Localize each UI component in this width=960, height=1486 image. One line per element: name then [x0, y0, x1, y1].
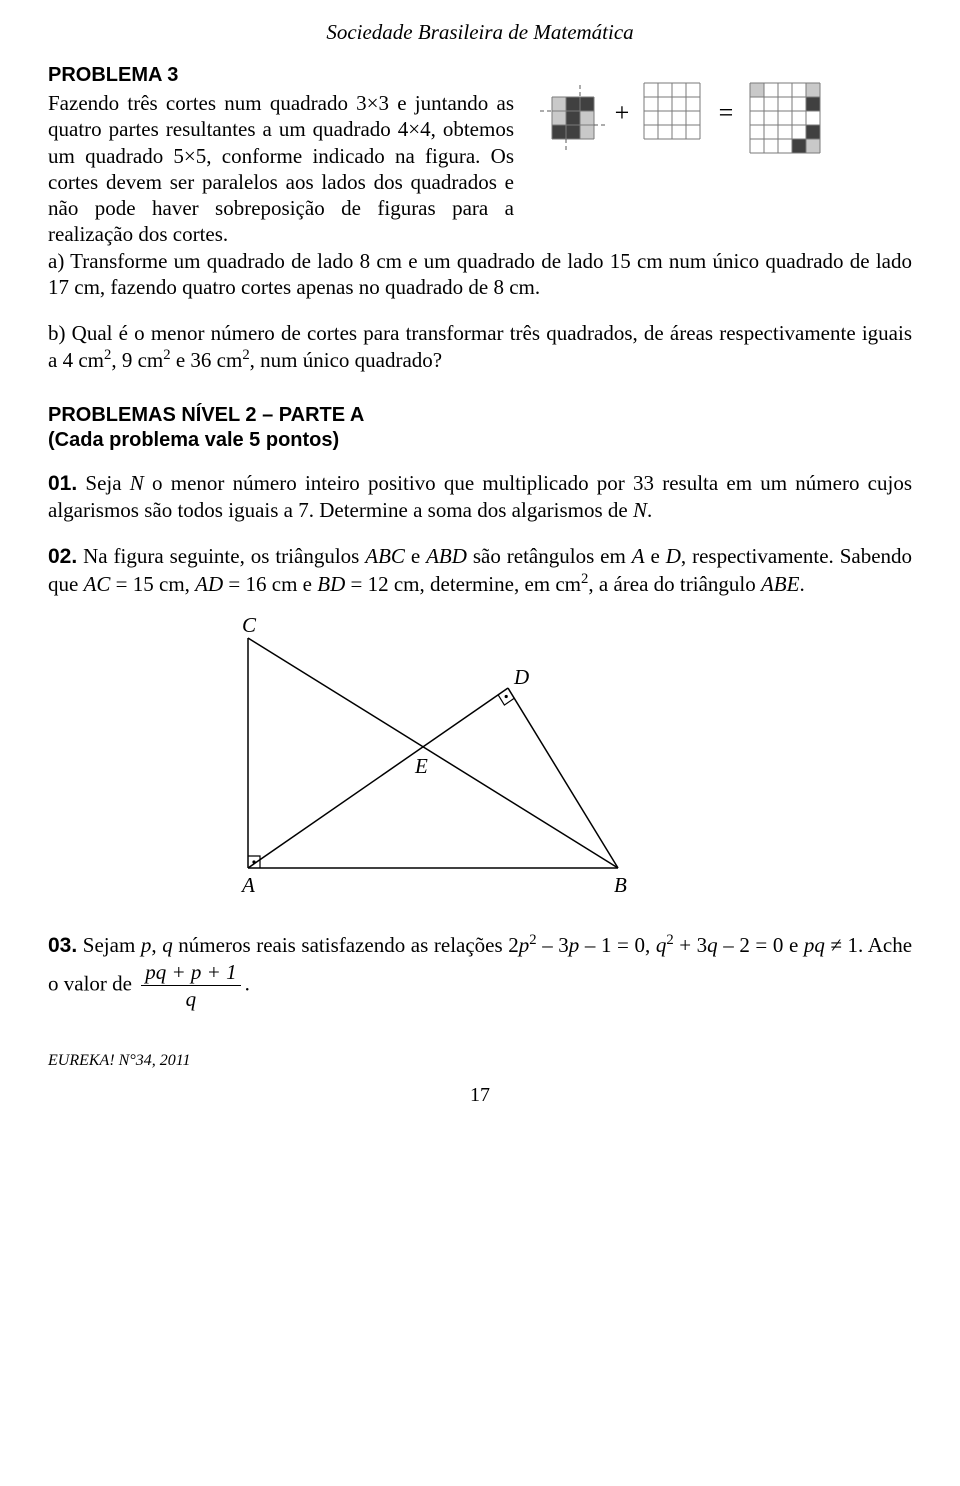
q02-num: 02. — [48, 545, 77, 568]
q03-p2: p — [519, 933, 530, 957]
q03-num: 03. — [48, 934, 77, 957]
q02-ad: AD — [195, 572, 223, 596]
q02-abe: ABE — [761, 572, 799, 596]
q02-t9: , a área do triângulo — [588, 572, 761, 596]
q03-pq: pq — [804, 933, 825, 957]
svg-text:=: = — [719, 98, 734, 127]
p3b-t4: , num único quadrado? — [250, 348, 442, 372]
q02-t1: Na figura seguinte, os triângulos — [77, 544, 365, 568]
q03-t2: , — [151, 933, 162, 957]
q01-N2: N — [633, 498, 647, 522]
grid-diagram-svg: += — [532, 69, 912, 179]
question-02: 02. Na figura seguinte, os triângulos AB… — [48, 543, 912, 598]
page-number: 17 — [48, 1084, 912, 1107]
svg-text:+: + — [615, 98, 630, 127]
q02-t4: e — [645, 544, 666, 568]
problema3-figure: += — [532, 63, 912, 184]
q02-d: D — [666, 544, 681, 568]
p3b-t3: e 36 cm — [171, 348, 243, 372]
p3b-t2: , 9 cm — [111, 348, 163, 372]
sup-2c: 2 — [242, 347, 249, 363]
q02-t6: = 15 cm, — [110, 572, 195, 596]
q03-p3: p — [569, 933, 580, 957]
svg-text:A: A — [240, 873, 255, 897]
q03-t9: . — [245, 971, 250, 995]
section-a-sub: (Cada problema vale 5 pontos) — [48, 429, 912, 452]
page: Sociedade Brasileira de Matemática PROBL… — [0, 0, 960, 1486]
problema3-text: PROBLEMA 3 Fazendo três cortes num quadr… — [48, 63, 514, 248]
q03-t4: – 3 — [537, 933, 569, 957]
q01-t3: . — [647, 498, 652, 522]
q01-t2: o menor número inteiro positivo que mult… — [48, 471, 912, 522]
section-a-head: PROBLEMAS NÍVEL 2 – PARTE A — [48, 404, 912, 427]
svg-text:C: C — [242, 618, 257, 637]
problema3-title: PROBLEMA 3 — [48, 63, 514, 88]
q02-t3: são retângulos em — [467, 544, 632, 568]
q03-t6: + 3 — [674, 933, 708, 957]
q02-t10: . — [799, 572, 804, 596]
problema3-intro: Fazendo três cortes num quadrado 3×3 e j… — [48, 91, 514, 246]
q02-t7: = 16 cm e — [223, 572, 317, 596]
sup-2b: 2 — [163, 347, 170, 363]
svg-text:D: D — [513, 665, 529, 689]
problema3-block: PROBLEMA 3 Fazendo três cortes num quadr… — [48, 63, 912, 248]
q02-t2: e — [405, 544, 426, 568]
page-header: Sociedade Brasileira de Matemática — [48, 20, 912, 45]
problema3-part-a: a) Transforme um quadrado de lado 8 cm e… — [48, 248, 912, 301]
q03-q: q — [162, 933, 173, 957]
q03-t7: – 2 = 0 e — [718, 933, 804, 957]
footer-reference: EUREKA! N°34, 2011 — [48, 1052, 912, 1070]
q02-bd: BD — [317, 572, 345, 596]
q02-t8: = 12 cm, determine, em cm — [345, 572, 581, 596]
q03-frac-den: q — [141, 986, 240, 1012]
q03-q2: q — [656, 933, 667, 957]
q03-p: p — [141, 933, 152, 957]
q03-q3: q — [707, 933, 718, 957]
q02-abd: ABD — [426, 544, 467, 568]
question-03: 03. Sejam p, q números reais satisfazend… — [48, 931, 912, 1013]
problema3-part-b: b) Qual é o menor número de cortes para … — [48, 320, 912, 374]
q03-t1: Sejam — [77, 933, 141, 957]
question-01: 01. Seja N o menor número inteiro positi… — [48, 470, 912, 524]
q01-t1: Seja — [77, 471, 130, 495]
q03-frac-num: pq + p + 1 — [141, 959, 240, 986]
svg-text:B: B — [614, 873, 627, 897]
q03-t3: números reais satisfazendo as relações 2 — [173, 933, 519, 957]
q02-ac: AC — [84, 572, 111, 596]
q01-num: 01. — [48, 472, 77, 495]
q01-N1: N — [130, 471, 144, 495]
svg-text:E: E — [414, 753, 428, 777]
q03-sup2a: 2 — [529, 932, 536, 948]
triangle-diagram-svg: A B C D E — [198, 618, 668, 908]
q02-abc: ABC — [365, 544, 405, 568]
q03-sup2b: 2 — [666, 932, 673, 948]
q03-fraction: pq + p + 1 q — [141, 959, 240, 1013]
q02-a: A — [632, 544, 645, 568]
geometry-figure: A B C D E — [198, 618, 912, 913]
q03-t5: – 1 = 0, — [579, 933, 656, 957]
